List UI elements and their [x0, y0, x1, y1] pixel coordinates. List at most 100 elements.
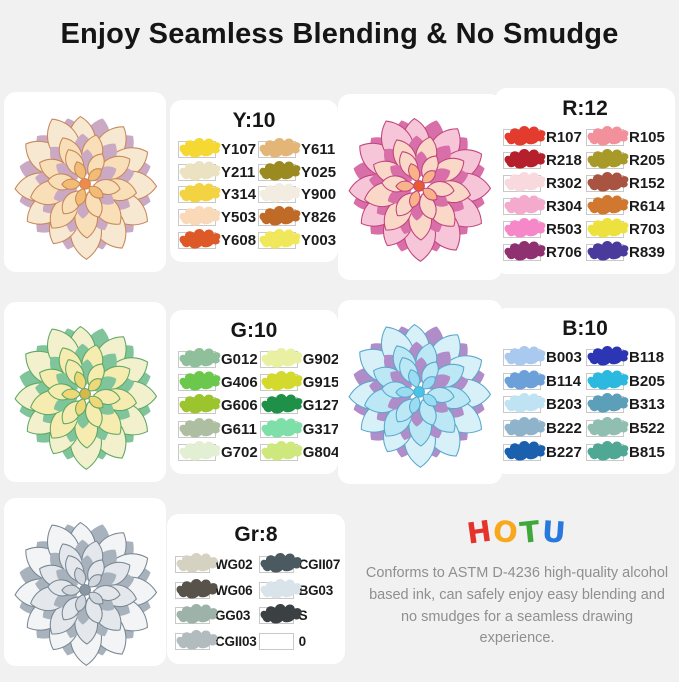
swatch-row: WG06: [175, 578, 257, 604]
swatch-code-label: G606: [221, 397, 258, 415]
swatch-code-label: Y003: [301, 232, 337, 250]
swatch-box: [178, 348, 221, 369]
swatch-row: S: [258, 603, 341, 629]
swatch-row: G606: [178, 394, 258, 417]
marker-scribble-icon: [259, 137, 301, 158]
marker-scribble-icon: [587, 172, 629, 192]
swatch-box: [586, 149, 629, 169]
swatch-grid: WG02 WG06 GG03 CGII03 CGII07 BG03 S 0: [167, 552, 345, 664]
color-group-title: R:12: [562, 97, 608, 120]
brand-letter: U: [540, 514, 569, 550]
swatch-box: [586, 346, 629, 367]
marker-scribble-icon: [179, 229, 221, 249]
swatch-box: [586, 440, 629, 461]
color-group-title: Gr:8: [234, 523, 278, 546]
marker-scribble-icon: [260, 578, 301, 599]
swatch-code-label: Y025: [301, 163, 337, 181]
marker-scribble-icon: [587, 346, 629, 366]
brand-description: Conforms to ASTM D-4236 high-quality alc…: [365, 565, 669, 647]
swatch-code-label: B522: [629, 420, 665, 438]
marker-scribble-icon: [179, 206, 221, 226]
swatch-code-label: CGII03: [215, 633, 257, 649]
swatch-box: [175, 553, 218, 574]
swatch-box: [259, 417, 303, 438]
marker-scribble-icon: [259, 229, 301, 249]
swatch-code-label: G702: [221, 443, 258, 461]
swatch-code-label: B313: [629, 396, 665, 414]
swatch-code-label: R614: [629, 198, 665, 215]
swatch-box: [178, 229, 221, 250]
marker-scribble-icon: [504, 417, 546, 437]
swatch-code-label: Y900: [301, 186, 337, 204]
marker-scribble-icon: [179, 394, 221, 414]
swatch-box: [503, 218, 546, 238]
swatch-code-label: G012: [221, 351, 258, 369]
succulent-illustration-yellow: [4, 92, 166, 272]
swatch-box: [503, 346, 546, 367]
marker-scribble-icon: [261, 440, 303, 461]
swatch-code-label: R152: [629, 175, 665, 192]
marker-scribble-icon: [260, 604, 301, 624]
succulent-flower-drawing: [14, 325, 158, 470]
swatch-box: [503, 417, 546, 438]
swatch-row: G317: [259, 417, 339, 441]
swatch-box: [175, 604, 218, 625]
swatch-row: B313: [586, 393, 667, 417]
marker-scribble-icon: [504, 195, 546, 215]
swatch-box: [258, 206, 301, 227]
swatch-row: G406: [178, 371, 258, 394]
swatch-row: B118: [586, 346, 667, 370]
swatch-code-label: Y611: [301, 140, 336, 158]
swatch-row: 0: [258, 629, 341, 655]
marker-scribble-icon: [259, 206, 301, 226]
swatch-row: G702: [178, 440, 258, 464]
marker-scribble-icon: [179, 440, 221, 461]
swatch-row: CGII07: [258, 552, 340, 578]
marker-scribble-icon: [179, 348, 221, 368]
swatch-row: G804: [259, 440, 339, 464]
swatch-box: [259, 371, 303, 392]
swatch-grid: B003 B114 B203 B222 B227 B118 B205 B313 B522 B815: [495, 346, 675, 474]
marker-scribble-icon: [587, 195, 629, 215]
brand-logo: HOTU: [465, 513, 569, 551]
color-group-panel-gray: Gr:8 WG02 WG06 GG03 CGII03 CGII07 BG03 S 0: [167, 514, 345, 664]
marker-scribble-icon: [504, 172, 546, 192]
marker-scribble-icon: [261, 371, 303, 391]
marker-scribble-icon: [179, 137, 221, 158]
swatch-code-label: R304: [546, 198, 582, 215]
swatch-code-label: B222: [546, 420, 582, 438]
swatch-code-label: G406: [221, 374, 258, 392]
swatch-code-label: G611: [221, 420, 257, 438]
marker-scribble-icon: [504, 218, 546, 238]
swatch-code-label: Y107: [221, 140, 257, 158]
swatch-box: [178, 206, 221, 227]
swatch-box: [586, 126, 629, 146]
swatch-code-label: 0: [298, 633, 307, 649]
succulent-illustration-gray: [4, 498, 166, 666]
swatch-row: B227: [503, 440, 584, 464]
marker-scribble-icon: [504, 369, 546, 390]
swatch-code-label: B118: [629, 349, 665, 367]
swatch-code-label: Y826: [301, 209, 337, 227]
swatch-box: [178, 371, 221, 392]
swatch-code-label: G127: [302, 397, 340, 415]
swatch-box: [586, 195, 629, 215]
brand-letter: T: [518, 513, 544, 551]
swatch-row: Y611: [258, 137, 336, 161]
swatch-row: R218: [503, 149, 584, 172]
swatch-code-label: B227: [546, 443, 582, 461]
swatch-row: R304: [503, 195, 584, 218]
marker-scribble-icon: [587, 218, 629, 238]
swatch-code-label: R105: [629, 129, 665, 146]
swatch-box: [178, 183, 221, 204]
marker-scribble-icon: [504, 440, 546, 461]
marker-scribble-icon: [504, 346, 546, 366]
color-group-panel-green: G:10 G012 G406 G606 G611 G702 G902 G915 G127 G31…: [170, 310, 340, 474]
swatch-row: R839: [586, 241, 667, 264]
swatch-code-label: Y608: [221, 232, 257, 250]
swatch-row: Y826: [258, 206, 336, 229]
swatch-box: [586, 218, 629, 238]
marker-scribble-icon: [261, 417, 303, 438]
succulent-flower-drawing: [348, 323, 492, 468]
swatch-row: CGII03: [175, 629, 257, 655]
